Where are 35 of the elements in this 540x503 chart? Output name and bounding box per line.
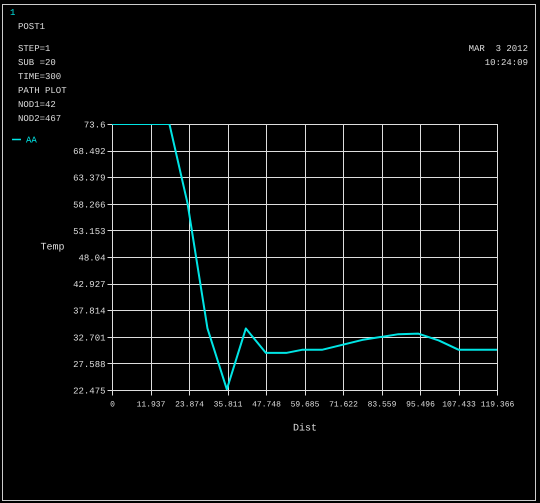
legend-label: AA <box>26 136 38 146</box>
x-tick-label: 47.748 <box>252 400 282 410</box>
x-tick-label: 23.874 <box>175 400 204 410</box>
y-axis-title: Temp <box>40 242 64 254</box>
y-tick-label: 53.153 <box>73 226 106 237</box>
y-tick-label: 32.701 <box>73 333 106 344</box>
text: NOD1=42 <box>18 100 56 110</box>
text: STEP=1 <box>18 44 50 54</box>
x-tick-label: 59.685 <box>290 400 320 410</box>
text: SUB =20 <box>18 58 56 68</box>
y-tick-label: 58.266 <box>73 200 106 210</box>
y-tick-label: 73.6 <box>84 120 106 130</box>
text: POST1 <box>18 22 46 32</box>
x-tick-label: 119.366 <box>480 400 514 410</box>
x-tick-label: 11.937 <box>136 400 166 410</box>
text: 1 <box>10 8 16 18</box>
x-tick-label: 35.811 <box>214 400 243 410</box>
x-tick-label: 83.559 <box>368 400 397 410</box>
x-tick-label: 0 <box>110 400 116 410</box>
y-tick-label: 22.475 <box>73 386 106 396</box>
y-tick-label: 68.492 <box>73 147 106 158</box>
x-tick-label: 71.622 <box>329 400 358 410</box>
text: TIME=300 <box>18 72 62 82</box>
x-tick-label: 95.496 <box>406 400 436 410</box>
y-tick-label: 63.379 <box>73 174 106 184</box>
x-axis-title: Dist <box>292 422 318 434</box>
y-tick-label: 42.927 <box>73 280 106 290</box>
text: PATH PLOT <box>18 86 67 96</box>
text: NOD2=467 <box>18 114 62 124</box>
y-tick-label: 37.814 <box>73 306 106 317</box>
text: MAR 3 2012 <box>468 44 528 54</box>
x-tick-label: 107.433 <box>442 400 476 410</box>
y-tick-label: 48.04 <box>78 253 106 264</box>
text: 10:24:09 <box>484 58 528 68</box>
y-tick-label: 27.588 <box>73 360 106 370</box>
